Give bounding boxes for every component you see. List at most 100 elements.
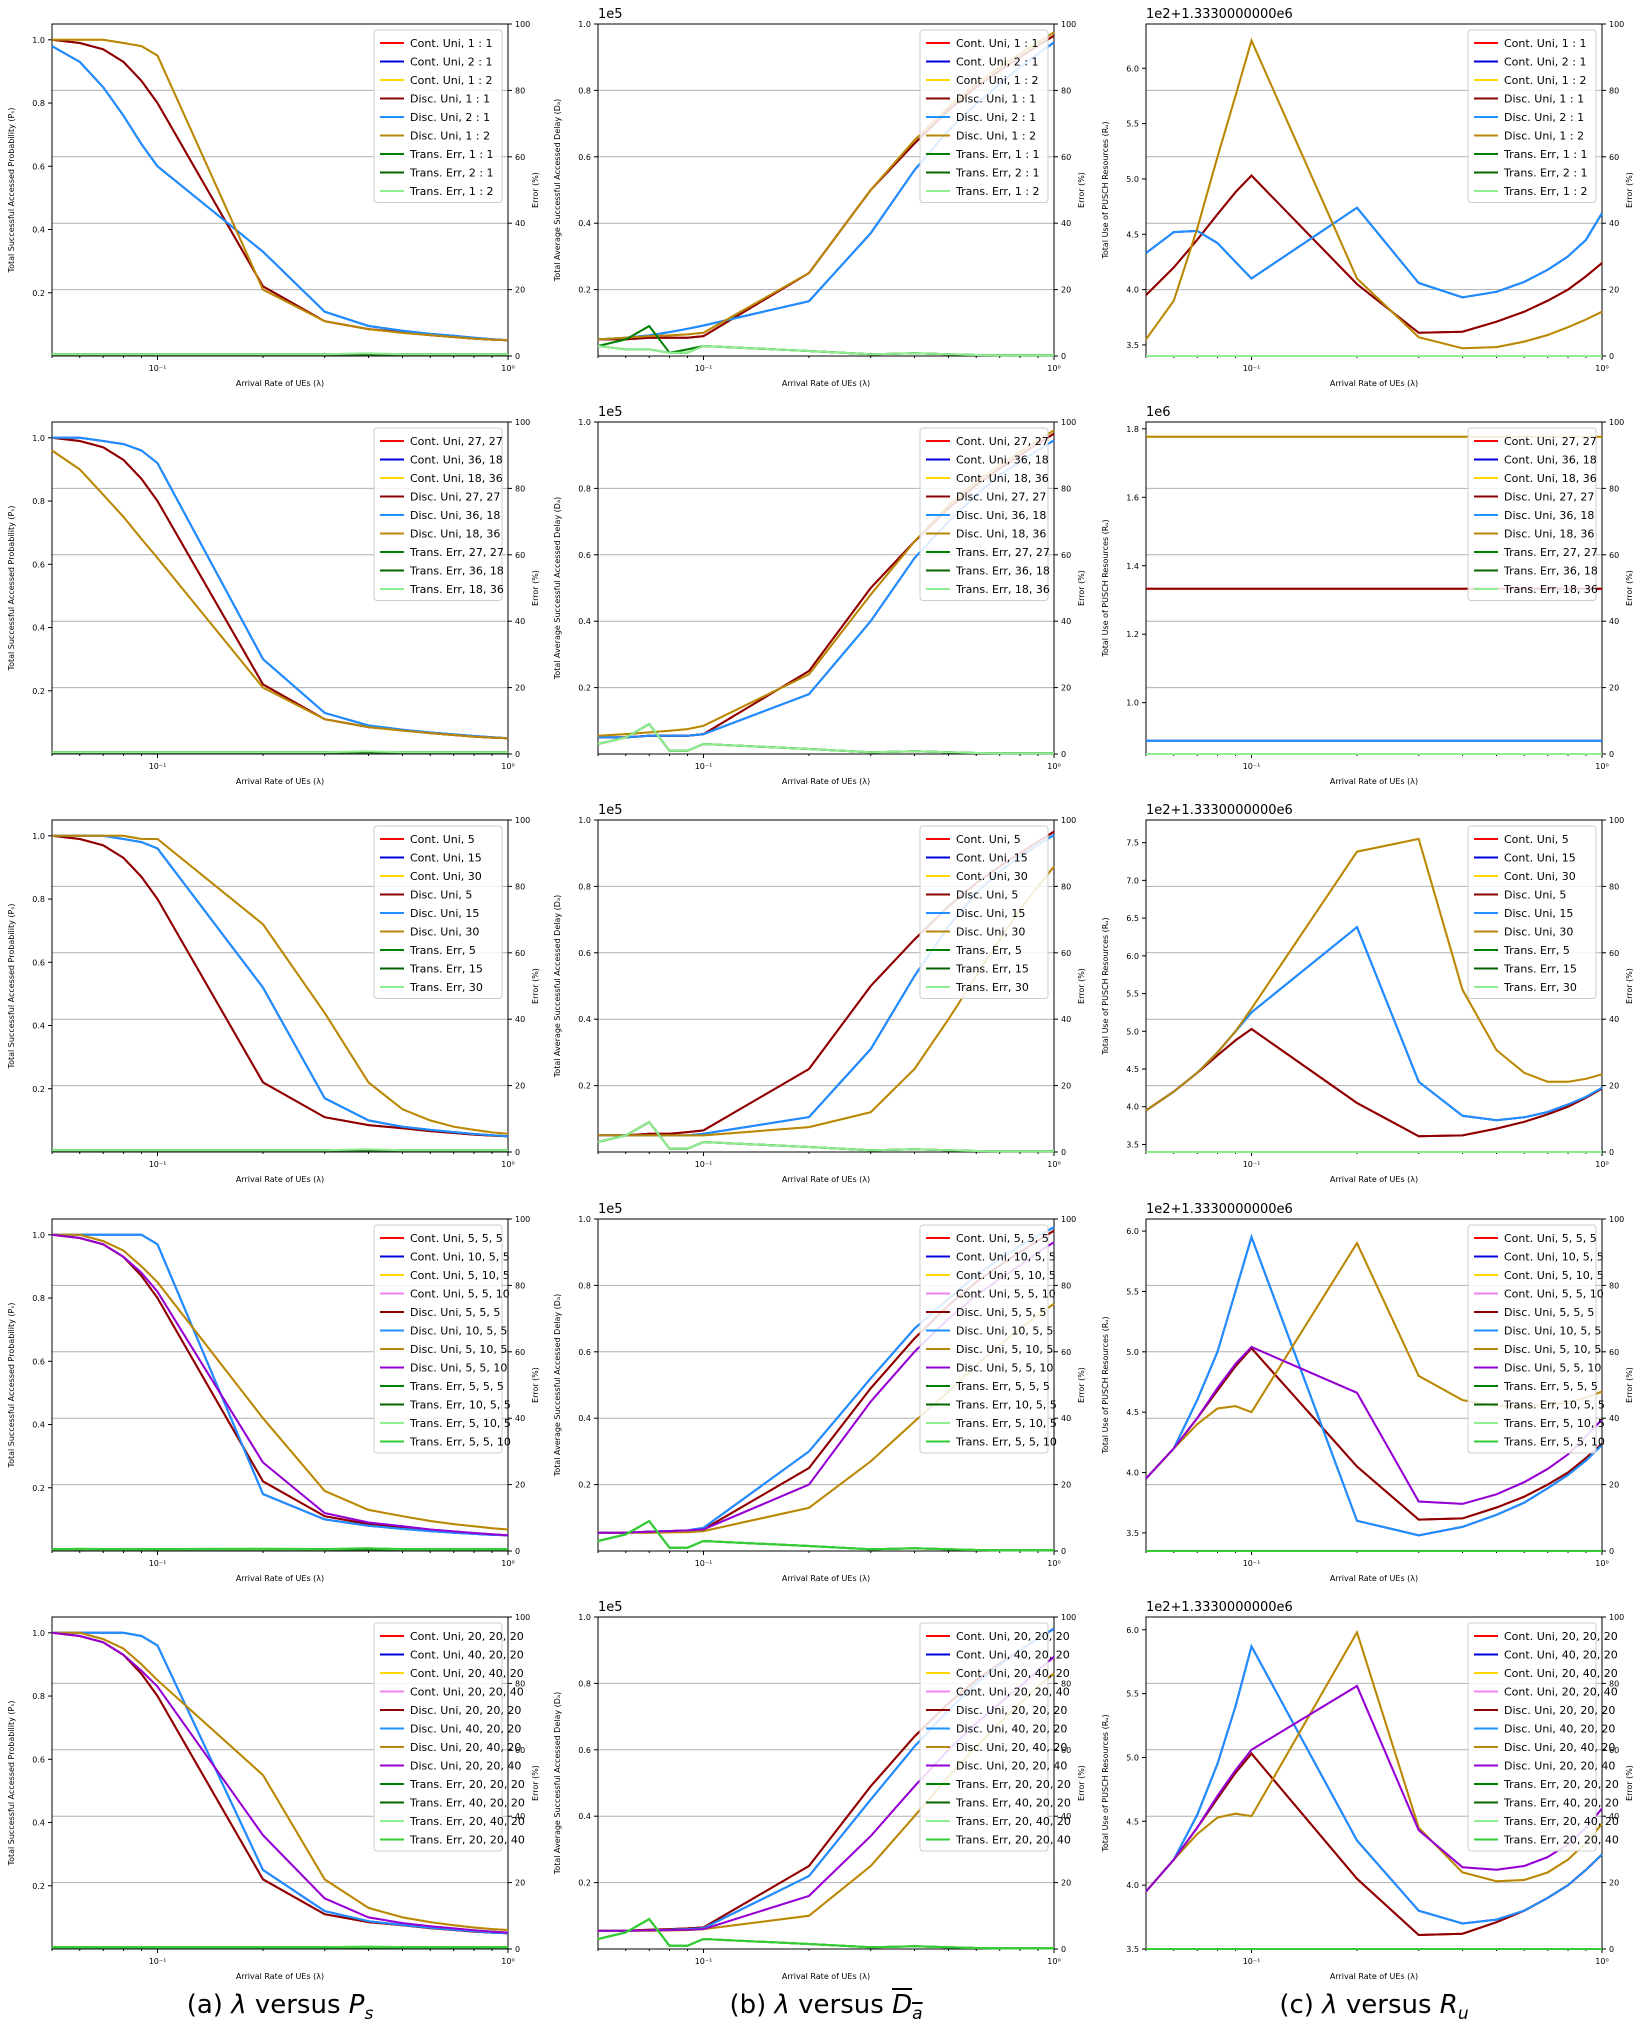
legend-label: Disc. Uni, 40, 20, 20 bbox=[1504, 1723, 1615, 1736]
legend-label: Cont. Uni, 2 : 1 bbox=[1504, 56, 1586, 69]
series-line bbox=[1145, 1643, 1603, 1925]
legend-label: Cont. Uni, 30 bbox=[956, 870, 1028, 883]
legend-label: Cont. Uni, 5 bbox=[956, 833, 1021, 846]
x-axis-label: Arrival Rate of UEs (λ) bbox=[1330, 1175, 1418, 1184]
legend-label: Disc. Uni, 1 : 2 bbox=[956, 130, 1036, 143]
series-line bbox=[52, 352, 508, 356]
plot-frame bbox=[51, 1616, 509, 1950]
y2-axis-label: Error (%) bbox=[1625, 1367, 1634, 1403]
y2-tick-label: 0 bbox=[1609, 1945, 1614, 1954]
y-tick-label: 0.8 bbox=[578, 484, 591, 493]
legend-label: Trans. Err, 15 bbox=[955, 963, 1029, 976]
y2-tick-label: 20 bbox=[515, 1481, 525, 1490]
y2-tick-label: 80 bbox=[515, 484, 525, 493]
legend-label: Cont. Uni, 5, 10, 5 bbox=[956, 1269, 1056, 1282]
x-tick-label: 10⁰ bbox=[1595, 364, 1608, 373]
y-tick-label: 0.4 bbox=[578, 219, 591, 228]
series-line bbox=[51, 1631, 509, 1934]
x-tick-label: 10⁰ bbox=[1595, 1160, 1608, 1169]
y2-tick-label: 20 bbox=[1609, 1082, 1619, 1091]
legend-label: Cont. Uni, 20, 20, 20 bbox=[410, 1630, 524, 1643]
y-axis-label: Total Successful Accessed Probability (P… bbox=[7, 904, 16, 1070]
legend-label: Disc. Uni, 1 : 2 bbox=[410, 130, 490, 143]
series-line bbox=[1145, 206, 1603, 299]
x-tick-label: 10⁻¹ bbox=[695, 1160, 713, 1169]
y-tick-label: 0.6 bbox=[578, 1348, 591, 1357]
y2-axis-label: Error (%) bbox=[1077, 172, 1086, 208]
legend-box bbox=[373, 427, 503, 601]
y-tick-label: 0.2 bbox=[578, 286, 591, 295]
y2-tick-label: 60 bbox=[1061, 551, 1071, 560]
legend-label: Cont. Uni, 20, 20, 40 bbox=[410, 1686, 524, 1699]
y2-tick-label: 60 bbox=[1609, 1348, 1619, 1357]
y-axis-label: Total Average Successful Accessed Delay … bbox=[553, 99, 562, 282]
y2-tick-label: 100 bbox=[515, 20, 530, 29]
y-tick-label: 1.0 bbox=[32, 1231, 45, 1240]
y-tick-label: 5.5 bbox=[1126, 1287, 1139, 1296]
y-tick-label: 0.8 bbox=[32, 1294, 45, 1303]
y-tick-label: 3.5 bbox=[1126, 341, 1139, 350]
y2-axis-label: Error (%) bbox=[1077, 570, 1086, 606]
legend-label: Disc. Uni, 5, 10, 5 bbox=[1504, 1343, 1601, 1356]
series-line bbox=[52, 38, 509, 342]
chart-r5c1: 0.2 0.4 0.6 0.8 1.0 0 20 40 60 80 100 10⁻¹ 10⁰ Arriva… bbox=[7, 1613, 540, 1981]
y-tick-label: 0.6 bbox=[578, 1746, 591, 1755]
x-tick-label: 10⁻¹ bbox=[1243, 364, 1261, 373]
chart-r1c3: 3.5 4.0 4.5 5.0 5.5 6.0 0 20 40 60 80 100 10⁻¹ 10⁰ Arr… bbox=[1101, 7, 1634, 388]
y-tick-label: 1.8 bbox=[1126, 425, 1139, 434]
legend-box bbox=[1467, 825, 1597, 999]
legend-label: Disc. Uni, 10, 5, 5 bbox=[956, 1325, 1053, 1338]
y-tick-label: 0.6 bbox=[32, 1755, 45, 1764]
legend-label: Trans. Err, 30 bbox=[409, 981, 483, 994]
legend: Cont. Uni, 5 Cont. Uni, 15 Cont. Uni, 30 Di… bbox=[373, 825, 503, 999]
legend: Cont. Uni, 5, 5, 5 Cont. Uni, 10, 5, 5 Con… bbox=[373, 1224, 511, 1454]
legend-label: Cont. Uni, 36, 18 bbox=[410, 454, 503, 467]
y-tick-label: 1.0 bbox=[578, 418, 591, 427]
legend-label: Disc. Uni, 36, 18 bbox=[956, 509, 1046, 522]
legend-label: Cont. Uni, 18, 36 bbox=[410, 472, 503, 485]
y-axis-label: Total Average Successful Accessed Delay … bbox=[553, 1692, 562, 1875]
axis-offset-label: 1e5 bbox=[598, 1600, 623, 1615]
y2-tick-label: 80 bbox=[1609, 1679, 1619, 1688]
y2-tick-label: 100 bbox=[1061, 816, 1076, 825]
legend-label: Trans. Err, 1 : 1 bbox=[1503, 148, 1588, 161]
y2-tick-label: 40 bbox=[1609, 1015, 1619, 1024]
legend-label: Disc. Uni, 20, 40, 20 bbox=[1504, 1741, 1615, 1754]
y-tick-label: 6.0 bbox=[1126, 952, 1139, 961]
axis-offset-label: 1e5 bbox=[598, 405, 623, 420]
y2-tick-label: 40 bbox=[1609, 617, 1619, 626]
legend-label: Disc. Uni, 2 : 1 bbox=[1504, 111, 1584, 124]
legend-label: Cont. Uni, 40, 20, 20 bbox=[1504, 1649, 1618, 1662]
legend: Cont. Uni, 1 : 1 Cont. Uni, 2 : 1 Cont. Un… bbox=[373, 29, 503, 203]
y-tick-label: 4.5 bbox=[1126, 1408, 1139, 1417]
y2-tick-label: 0 bbox=[1609, 1547, 1614, 1556]
y2-tick-label: 100 bbox=[1609, 418, 1624, 427]
chart-r5c2: 0.2 0.4 0.6 0.8 1.0 0 20 40 60 80 100 10⁻¹ 10⁰ Arriva… bbox=[553, 1600, 1086, 1981]
legend-label: Disc. Uni, 1 : 1 bbox=[1504, 93, 1584, 106]
x-axis-label: Arrival Rate of UEs (λ) bbox=[1330, 777, 1418, 786]
y2-tick-label: 60 bbox=[515, 1348, 525, 1357]
series-line bbox=[52, 834, 509, 1135]
legend-label: Cont. Uni, 20, 20, 40 bbox=[956, 1686, 1070, 1699]
legend-label: Cont. Uni, 27, 27 bbox=[410, 435, 503, 448]
y2-tick-label: 20 bbox=[1061, 286, 1071, 295]
legend-label: Trans. Err, 18, 36 bbox=[955, 583, 1050, 596]
legend-label: Trans. Err, 40, 20, 20 bbox=[409, 1797, 525, 1810]
series-line bbox=[1145, 1027, 1603, 1138]
series-line bbox=[52, 1233, 509, 1531]
legend-label: Trans. Err, 5, 5, 10 bbox=[409, 1436, 511, 1449]
y2-tick-label: 0 bbox=[1061, 352, 1066, 361]
x-tick-label: 10⁰ bbox=[1595, 1957, 1608, 1966]
legend-label: Disc. Uni, 30 bbox=[410, 926, 479, 939]
y2-tick-label: 80 bbox=[1609, 882, 1619, 891]
legend-label: Trans. Err, 36, 18 bbox=[409, 565, 504, 578]
y-axis-label: Total Average Successful Accessed Delay … bbox=[553, 497, 562, 680]
legend-label: Trans. Err, 1 : 1 bbox=[955, 148, 1040, 161]
series-line bbox=[1145, 1027, 1603, 1138]
y-tick-label: 1.0 bbox=[1126, 699, 1139, 708]
y-tick-label: 0.8 bbox=[32, 99, 45, 108]
y2-tick-label: 0 bbox=[515, 352, 520, 361]
legend: Cont. Uni, 27, 27 Cont. Uni, 36, 18 Cont. … bbox=[1467, 427, 1598, 601]
legend-label: Cont. Uni, 5, 5, 10 bbox=[1504, 1288, 1604, 1301]
legend-label: Cont. Uni, 36, 18 bbox=[956, 454, 1049, 467]
